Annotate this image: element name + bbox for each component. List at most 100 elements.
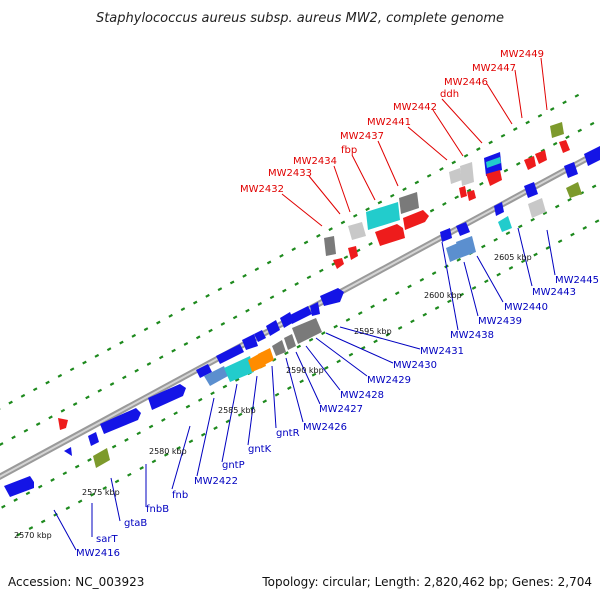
gene-label-MW2445: MW2445: [555, 275, 599, 286]
track-dash: [318, 268, 324, 273]
track-dash: [65, 506, 71, 510]
gene-label-fnbB: fnbB: [146, 504, 169, 515]
track-dash: [60, 408, 66, 413]
track-dash: [323, 366, 329, 370]
track-dash: [410, 319, 415, 324]
feature-light-grey: [449, 168, 462, 184]
track-dash: [591, 184, 597, 189]
track-dash: [122, 375, 127, 380]
feature-cyan: [498, 216, 512, 232]
leader-MW2442: [432, 109, 464, 157]
track-dash: [549, 107, 555, 111]
gene-reverse: [4, 476, 34, 497]
track-dash: [545, 246, 551, 250]
feature-olive: [93, 448, 110, 468]
track-dash: [517, 224, 523, 229]
track-dash: [284, 351, 289, 356]
track-dash: [348, 352, 354, 357]
accession-text: Accession: NC_003923: [8, 575, 144, 589]
track-dash: [530, 217, 535, 222]
track-dash: [173, 411, 178, 416]
gene-label-gntP: gntP: [222, 460, 245, 471]
track-dash: [197, 397, 203, 402]
leader-MW2441: [407, 126, 448, 161]
track-dash: [508, 266, 514, 270]
track-dash: [397, 326, 403, 330]
gene-reverse: [456, 222, 470, 236]
gene-label-MW2427: MW2427: [319, 404, 363, 415]
gene-forward: [535, 150, 547, 164]
track-dash: [402, 187, 407, 192]
forward-gene-labels: MW2432 MW2433 MW2434 fbp MW2437 MW2441 M…: [240, 49, 544, 195]
track-dash: [225, 419, 231, 424]
leader-gntR: [271, 365, 277, 429]
gene-label-MW2442: MW2442: [393, 102, 437, 113]
gene-label-MW2434: MW2434: [293, 156, 337, 167]
gene-reverse: [216, 344, 244, 364]
map-title: Staphylococcus aureus subsp. aureus MW2,…: [96, 11, 504, 26]
tick-label: 2570 kbp: [14, 531, 52, 540]
track-dash: [176, 446, 181, 450]
track-dash: [232, 315, 238, 320]
leader-MW2422: [196, 397, 215, 477]
track-dash: [463, 153, 469, 158]
leader-MW2443: [517, 227, 533, 287]
track-dash: [287, 386, 292, 390]
tick-label: 2605 kbp: [494, 253, 532, 262]
track-dash: [422, 312, 428, 317]
gene-reverse: [242, 334, 258, 350]
track-dash: [205, 293, 210, 298]
track-dash: [328, 227, 333, 232]
track-dash: [377, 200, 383, 205]
track-dash: [525, 120, 530, 125]
track-dash: [407, 284, 412, 289]
tick-label: 2595 kbp: [354, 327, 392, 336]
track-dash: [139, 466, 144, 470]
track-dash: [32, 387, 38, 392]
gene-reverse: [584, 146, 600, 166]
gene-label-MW2440: MW2440: [504, 302, 548, 313]
track-dash: [306, 275, 312, 280]
gene-forward: [348, 246, 358, 260]
feature-grey: [272, 340, 286, 356]
feature-olive: [566, 182, 582, 198]
track-dash: [237, 412, 243, 417]
track-dash: [512, 127, 518, 131]
track-dash: [557, 239, 563, 244]
gene-label-sarT: sarT: [96, 534, 118, 545]
track-dash: [394, 291, 400, 296]
track-dash: [114, 479, 120, 484]
leader-MW2428: [305, 345, 341, 391]
track-dash: [471, 286, 477, 290]
gene-reverse: [100, 408, 141, 434]
gene-label-gntK: gntK: [248, 444, 272, 455]
feature-steel-blue: [204, 366, 228, 386]
track-dash: [90, 492, 95, 497]
gene-label-MW2447: MW2447: [472, 63, 516, 74]
track-dash: [552, 141, 558, 146]
feature-grey: [399, 192, 419, 214]
track-dash: [20, 393, 26, 398]
track-dash: [119, 340, 124, 345]
track-dash: [210, 391, 215, 396]
gene-label-MW2422: MW2422: [194, 476, 238, 487]
track-dash: [62, 471, 68, 476]
gene-forward: [459, 186, 467, 198]
track-dash: [257, 302, 263, 306]
track-dash: [316, 233, 321, 238]
track-dash: [479, 181, 484, 186]
track-dash: [355, 248, 361, 253]
track-dash: [131, 333, 137, 338]
track-dash: [431, 271, 437, 276]
track-dash: [451, 160, 457, 165]
track-dash: [352, 213, 358, 218]
gene-label-MW2446: MW2446: [444, 77, 488, 88]
track-dash: [37, 484, 43, 489]
track-dash: [336, 359, 341, 364]
track-dash: [48, 415, 53, 420]
track-dash: [299, 379, 304, 384]
gene-reverse: [524, 182, 538, 198]
track-dash: [242, 273, 247, 278]
gene-reverse: [440, 228, 452, 242]
leader-MW2439: [463, 261, 479, 317]
